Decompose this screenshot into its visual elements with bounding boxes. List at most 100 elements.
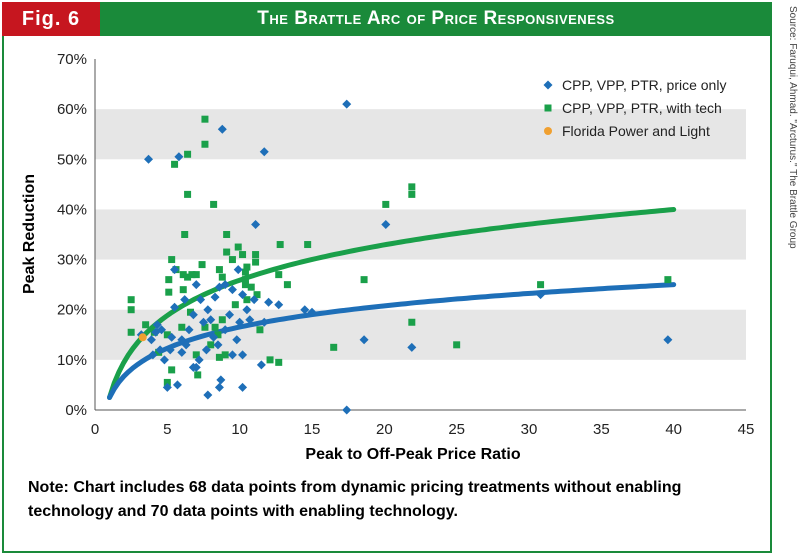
point-with-tech [178, 323, 186, 331]
point-price-only [196, 295, 206, 305]
point-with-tech [163, 331, 171, 339]
point-with-tech [223, 231, 231, 238]
point-with-tech [256, 326, 264, 334]
point-with-tech [188, 271, 196, 279]
y-tick-label: 10% [57, 352, 87, 369]
point-price-only [225, 310, 235, 320]
point-with-tech [231, 301, 239, 309]
point-price-only [191, 280, 201, 290]
point-with-tech [252, 258, 260, 266]
point-with-tech [184, 150, 192, 158]
point-with-tech [186, 308, 194, 316]
point-price-only [201, 345, 211, 355]
legend-item-florida-power-light: Florida Power and Light [544, 123, 710, 139]
point-price-only [191, 362, 201, 372]
point-price-only [217, 124, 227, 134]
point-with-tech [163, 378, 171, 386]
point-with-tech [184, 190, 192, 198]
point-with-tech [127, 306, 135, 314]
legend-label: CPP, VPP, PTR, price only [562, 77, 726, 93]
point-with-tech [179, 271, 187, 279]
point-with-tech [127, 296, 135, 304]
point-price-only [203, 305, 213, 315]
point-price-only [213, 340, 223, 350]
x-tick-label: 15 [304, 421, 321, 438]
point-price-only [216, 375, 226, 385]
point-price-only [148, 350, 158, 360]
point-price-only [199, 317, 208, 327]
point-with-tech [201, 115, 209, 123]
y-tick-label: 40% [57, 201, 87, 218]
point-price-only [259, 317, 269, 327]
y-tick-labels: 0% 10% 20% 30% 40% 50% 60% 70% [57, 51, 87, 419]
point-price-only [245, 315, 255, 325]
point-with-tech [127, 328, 135, 336]
point-price-only [242, 305, 252, 315]
grid-band [95, 209, 746, 260]
point-price-only [214, 382, 224, 392]
point-price-only [227, 285, 237, 295]
point-price-only [174, 152, 184, 162]
point-price-only [184, 325, 194, 335]
point-with-tech [210, 200, 218, 208]
legend-label: CPP, VPP, PTR, with tech [562, 100, 722, 116]
point-with-tech [192, 351, 200, 359]
point-with-tech [142, 321, 150, 329]
point-price-only [220, 325, 230, 335]
point-with-tech [241, 281, 249, 289]
point-with-tech [215, 353, 223, 361]
y-tick-label: 30% [57, 252, 87, 269]
point-price-only [251, 219, 261, 229]
point-with-tech [201, 323, 209, 331]
point-with-tech [228, 256, 236, 264]
point-price-only [259, 147, 269, 157]
point-price-only [146, 335, 156, 345]
figure-title: The Brattle Arc of Price Responsiveness [257, 8, 615, 29]
x-axis-label: Peak to Off-Peak Price Ratio [305, 446, 520, 463]
background-bands [95, 109, 746, 360]
legend: CPP, VPP, PTR, price only CPP, VPP, PTR, … [543, 77, 726, 139]
y-tick-label: 50% [57, 151, 87, 168]
point-price-only [152, 320, 162, 330]
point-with-tech [664, 276, 672, 284]
point-price-only [162, 382, 172, 392]
x-tick-label: 30 [521, 421, 538, 438]
y-tick-label: 20% [57, 302, 87, 319]
point-florida-power-light [138, 333, 147, 342]
x-tick-label: 45 [738, 421, 755, 438]
point-price-only [238, 382, 248, 392]
legend-item-with-tech: CPP, VPP, PTR, with tech [544, 100, 722, 116]
point-price-only [342, 405, 352, 415]
point-with-tech [165, 288, 173, 296]
point-with-tech [223, 248, 231, 256]
point-with-tech [194, 371, 202, 379]
point-with-tech [537, 281, 545, 289]
point-price-only [188, 310, 198, 320]
point-with-tech [247, 283, 255, 291]
point-with-tech [360, 276, 368, 284]
x-tick-label: 5 [163, 421, 171, 438]
x-tick-label: 10 [231, 421, 248, 438]
point-price-only [232, 335, 242, 345]
point-with-tech [241, 276, 249, 284]
legend-marker [544, 104, 552, 112]
point-price-only [165, 345, 175, 355]
point-with-tech [275, 271, 283, 279]
point-price-only [407, 342, 417, 352]
point-price-only [342, 99, 352, 109]
point-price-only [144, 154, 154, 164]
point-price-only [238, 290, 248, 300]
point-with-tech [234, 243, 242, 251]
point-price-only [359, 335, 369, 345]
point-with-tech [408, 318, 416, 326]
point-with-tech [276, 241, 284, 249]
y-axis-label: Peak Reduction [21, 174, 38, 294]
point-with-tech [168, 366, 176, 374]
point-with-tech [165, 276, 173, 284]
y-tick-label: 60% [57, 101, 87, 118]
data-points [127, 99, 673, 415]
point-price-only [300, 305, 310, 315]
point-price-only [663, 335, 673, 345]
point-price-only [167, 332, 177, 342]
point-price-only [203, 390, 213, 400]
